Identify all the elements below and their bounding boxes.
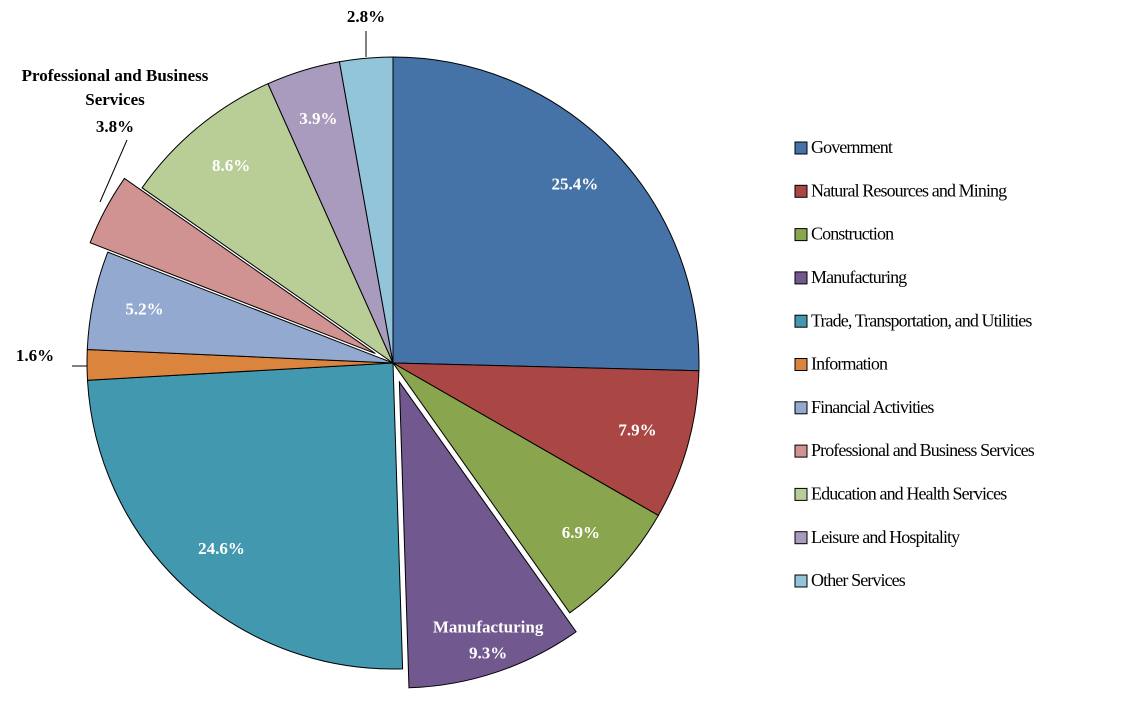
- legend-label: Education and Health Services: [811, 484, 1007, 504]
- legend-label: Natural Resources and Mining: [811, 180, 1007, 200]
- legend-swatch: [794, 531, 808, 545]
- legend-label: Construction: [811, 224, 894, 244]
- legend-label: Leisure and Hospitality: [811, 527, 960, 547]
- data-label: 8.6%: [212, 156, 250, 175]
- pie-slice: [392, 362, 700, 517]
- legend-swatch: [794, 358, 808, 371]
- pie-slice: [86, 362, 404, 670]
- legend-swatch: [794, 184, 808, 198]
- legend-swatch: [794, 401, 808, 415]
- pie-slice: [398, 380, 577, 689]
- data-label: 9.3%: [469, 644, 507, 663]
- category-label: Manufacturing: [433, 618, 544, 637]
- data-label: 25.4%: [551, 175, 598, 194]
- pie-slice: [89, 177, 376, 355]
- legend-label: Financial Activities: [811, 397, 934, 417]
- category-label-box: Professional and Business Services: [21, 66, 209, 109]
- legend-label: Manufacturing: [811, 267, 907, 287]
- data-label: 2.8%: [347, 7, 385, 26]
- legend-label: Trade, Transportation, and Utilities: [811, 310, 1032, 330]
- data-label: 7.9%: [618, 420, 656, 439]
- legend-swatch: [794, 444, 808, 458]
- legend-swatch: [794, 487, 808, 501]
- data-label: 3.9%: [299, 109, 337, 128]
- data-label: 24.6%: [198, 539, 245, 558]
- legend-swatch: [794, 141, 808, 155]
- pie-slice: [141, 83, 395, 365]
- legend-swatch: [794, 228, 808, 242]
- legend-label: Government: [811, 137, 893, 157]
- legend-label: Other Services: [811, 570, 906, 590]
- pie-slice: [86, 251, 394, 364]
- data-label: 1.6%: [16, 346, 54, 365]
- legend-swatch: [794, 314, 808, 328]
- category-label: Professional and Business Services: [21, 66, 209, 109]
- data-label: 5.2%: [125, 300, 163, 319]
- data-label: 6.9%: [562, 523, 600, 542]
- pie-slice: [392, 56, 700, 372]
- leader-line: [99, 139, 128, 203]
- pie-slice: [392, 362, 660, 614]
- pie-slice: [338, 56, 394, 364]
- legend-swatch: [794, 271, 808, 285]
- legend-label: Information: [811, 354, 888, 374]
- data-label: 3.8%: [96, 117, 134, 136]
- legend-label: Professional and Business Services: [811, 440, 1035, 460]
- legend-swatch: [794, 574, 808, 588]
